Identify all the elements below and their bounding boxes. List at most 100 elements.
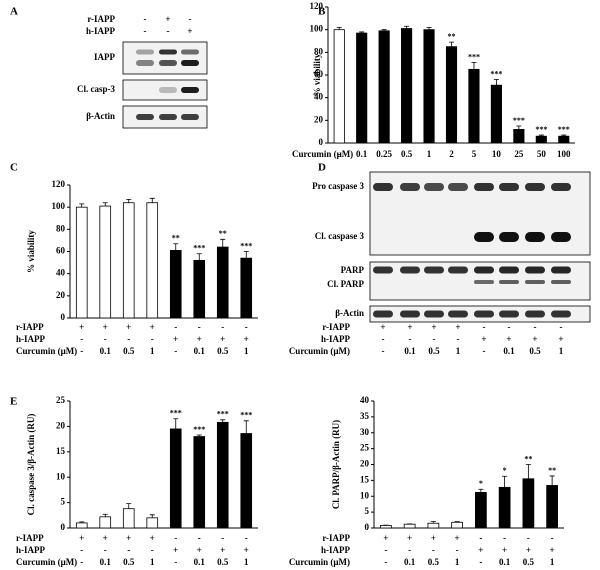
blot-band bbox=[499, 266, 519, 274]
x-tick-label: - bbox=[338, 149, 341, 159]
treatment-value: + bbox=[220, 334, 225, 344]
treatment-value: - bbox=[409, 334, 412, 344]
treatment-value: - bbox=[80, 545, 83, 555]
treatment-value: 0.1 bbox=[194, 557, 206, 567]
error-bar bbox=[79, 521, 85, 523]
blot-band bbox=[551, 280, 571, 284]
treatment-value: - bbox=[174, 557, 177, 567]
treatment-value: - bbox=[382, 346, 385, 356]
treatment-value: - bbox=[167, 26, 170, 36]
treatment-value: - bbox=[457, 334, 460, 344]
treatment-value: - bbox=[80, 334, 83, 344]
significance: *** bbox=[193, 425, 205, 434]
treatment-value: + bbox=[478, 545, 483, 555]
treatment-name: h-IAPP bbox=[321, 545, 351, 555]
blot-band bbox=[373, 266, 393, 274]
y-tick-label: 80 bbox=[56, 223, 66, 233]
blot-band bbox=[181, 114, 199, 120]
band-label: PARP bbox=[341, 265, 365, 275]
error-bar bbox=[538, 134, 544, 137]
treatment-value: + bbox=[103, 322, 108, 332]
treatment-name: Curcumin (μM) bbox=[16, 346, 77, 356]
bar bbox=[193, 436, 206, 529]
treatment-value: - bbox=[151, 545, 154, 555]
blot-band bbox=[551, 266, 571, 274]
error-bar bbox=[471, 62, 477, 70]
treatment-value: 0.1 bbox=[194, 346, 206, 356]
treatment-value: - bbox=[551, 533, 554, 543]
treatment-value: + bbox=[126, 533, 131, 543]
treatment-name: r-IAPP bbox=[16, 533, 44, 543]
treatment-value: + bbox=[220, 545, 225, 555]
blot-band bbox=[499, 183, 519, 191]
treatment-value: + bbox=[187, 26, 192, 36]
y-tick-label: 20 bbox=[56, 290, 66, 300]
panel-letter: D bbox=[318, 162, 326, 174]
treatment-value: + bbox=[197, 334, 202, 344]
y-tick-label: 80 bbox=[314, 46, 324, 56]
treatment-value: - bbox=[382, 334, 385, 344]
treatment-value: 0.5 bbox=[428, 557, 440, 567]
blot-box bbox=[122, 41, 208, 75]
bar bbox=[122, 508, 135, 529]
y-tick-label: 0 bbox=[61, 312, 66, 322]
treatment-value: - bbox=[189, 14, 192, 24]
treatment-value: - bbox=[104, 545, 107, 555]
bar bbox=[99, 516, 112, 529]
blot-band bbox=[499, 310, 519, 318]
treatment-value: 1 bbox=[559, 346, 564, 356]
treatment-value: - bbox=[174, 533, 177, 543]
treatment-value: 0.5 bbox=[523, 557, 535, 567]
significance: ** bbox=[524, 454, 532, 463]
treatment-name: r-IAPP bbox=[87, 14, 115, 24]
error-bar bbox=[381, 29, 387, 31]
error-bar bbox=[126, 503, 132, 509]
blot-band bbox=[448, 310, 468, 318]
blot-band bbox=[525, 183, 545, 191]
blot-band bbox=[474, 232, 494, 242]
treatment-value: - bbox=[456, 545, 459, 555]
y-tick-label: 100 bbox=[52, 201, 66, 211]
x-tick-label: 1 bbox=[427, 149, 432, 159]
treatment-value: + bbox=[455, 322, 460, 332]
bar bbox=[490, 84, 502, 144]
blot-band bbox=[474, 310, 494, 318]
band-label: IAPP bbox=[94, 52, 115, 62]
bar bbox=[403, 523, 416, 529]
error-bar bbox=[478, 488, 484, 493]
x-tick-label: 100 bbox=[557, 149, 571, 159]
x-tick-label: 50 bbox=[537, 149, 547, 159]
band-label: β-Actin bbox=[335, 308, 364, 318]
treatment-name: Curcumin (μM) bbox=[16, 557, 77, 567]
blot-band bbox=[525, 280, 545, 284]
bar bbox=[240, 433, 253, 529]
x-tick-label: 0.25 bbox=[376, 149, 392, 159]
significance: *** bbox=[468, 52, 480, 61]
error-bar bbox=[196, 434, 202, 437]
significance: ** bbox=[448, 32, 456, 41]
treatment-value: 1 bbox=[150, 346, 155, 356]
y-tick-label: 20 bbox=[56, 420, 66, 430]
treatment-name: h-IAPP bbox=[86, 26, 116, 36]
treatment-value: - bbox=[483, 346, 486, 356]
treatment-name: Curcumin (μM) bbox=[289, 346, 350, 356]
bar bbox=[513, 128, 525, 144]
significance: *** bbox=[240, 241, 252, 250]
treatment-value: - bbox=[221, 533, 224, 543]
bar bbox=[451, 521, 463, 529]
x-tick-label: 25 bbox=[514, 149, 524, 159]
error-bar bbox=[454, 521, 460, 523]
x-tick-label: 0.1 bbox=[356, 149, 368, 159]
blot-band bbox=[136, 60, 154, 66]
y-tick-label: 25 bbox=[360, 443, 370, 453]
error-bar bbox=[493, 79, 499, 86]
error-bar bbox=[149, 514, 155, 518]
significance: *** bbox=[490, 69, 502, 78]
treatment-value: + bbox=[558, 334, 563, 344]
treatment-value: + bbox=[150, 533, 155, 543]
significance: *** bbox=[558, 125, 570, 134]
error-bar bbox=[525, 464, 531, 479]
blot-band bbox=[159, 49, 177, 55]
blot-band bbox=[448, 266, 468, 274]
treatment-value: 0.1 bbox=[503, 346, 515, 356]
